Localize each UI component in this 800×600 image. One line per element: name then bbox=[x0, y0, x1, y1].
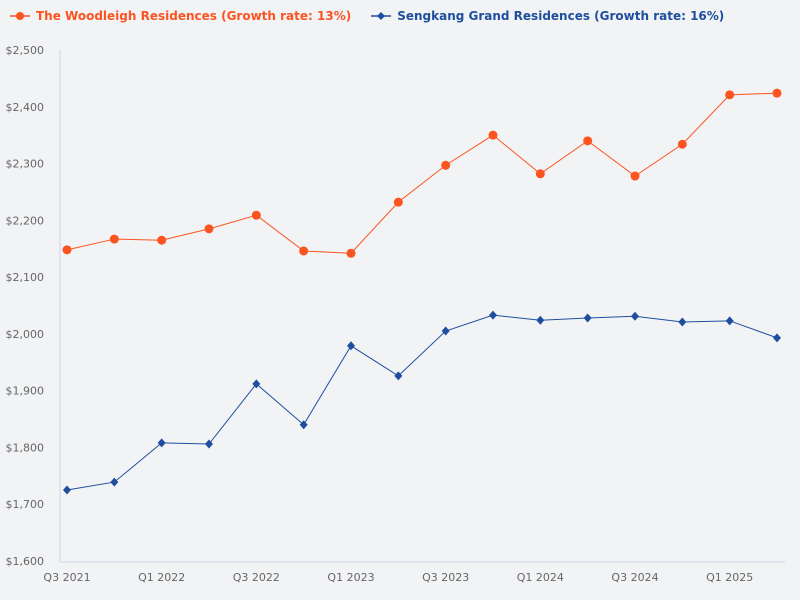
data-point bbox=[725, 90, 735, 100]
data-point bbox=[677, 139, 687, 149]
data-point bbox=[393, 197, 403, 207]
y-tick-label: $1,900 bbox=[6, 385, 45, 398]
data-point bbox=[772, 88, 782, 98]
data-point bbox=[536, 315, 545, 325]
x-tick-label: Q1 2025 bbox=[706, 571, 753, 584]
data-point bbox=[251, 210, 261, 220]
x-tick-label: Q1 2023 bbox=[327, 571, 374, 584]
y-tick-label: $1,600 bbox=[6, 555, 45, 568]
y-tick-label: $2,300 bbox=[6, 158, 45, 171]
y-tick-label: $2,000 bbox=[6, 328, 45, 341]
data-point bbox=[299, 420, 308, 430]
diamond-marker-icon bbox=[371, 12, 392, 20]
x-tick-label: Q1 2022 bbox=[138, 571, 185, 584]
x-tick-label: Q3 2022 bbox=[233, 571, 280, 584]
y-tick-label: $2,500 bbox=[6, 44, 45, 57]
data-point bbox=[63, 485, 71, 495]
x-tick-label: Q3 2024 bbox=[611, 571, 658, 584]
legend-label: Sengkang Grand Residences (Growth rate: … bbox=[397, 9, 725, 23]
data-point bbox=[299, 246, 309, 256]
data-point bbox=[678, 317, 687, 327]
legend-item-woodleigh[interactable]: The Woodleigh Residences (Growth rate: 1… bbox=[10, 9, 351, 23]
data-point bbox=[631, 311, 639, 321]
data-point bbox=[441, 326, 450, 336]
series-line-1 bbox=[66, 314, 778, 491]
data-point bbox=[535, 169, 545, 179]
data-point bbox=[441, 160, 451, 170]
circle-marker-icon bbox=[10, 12, 30, 20]
y-tick-label: $2,400 bbox=[6, 101, 45, 114]
data-point bbox=[205, 439, 213, 449]
data-point bbox=[157, 438, 166, 448]
y-tick-label: $1,700 bbox=[6, 498, 45, 511]
data-point bbox=[488, 130, 498, 140]
legend: The Woodleigh Residences (Growth rate: 1… bbox=[10, 9, 724, 23]
x-tick-label: Q3 2021 bbox=[43, 571, 90, 584]
data-point bbox=[347, 341, 355, 351]
data-point bbox=[773, 333, 781, 343]
y-tick-label: $2,100 bbox=[6, 271, 45, 284]
x-tick-label: Q1 2024 bbox=[517, 571, 564, 584]
data-point bbox=[252, 379, 261, 389]
x-tick-label: Q3 2023 bbox=[422, 571, 469, 584]
data-point bbox=[204, 224, 214, 234]
data-point bbox=[725, 316, 734, 326]
data-point bbox=[630, 171, 640, 181]
data-point bbox=[110, 477, 119, 487]
y-tick-label: $1,800 bbox=[6, 441, 45, 454]
data-point bbox=[489, 310, 497, 320]
data-point bbox=[62, 245, 72, 255]
legend-label: The Woodleigh Residences (Growth rate: 1… bbox=[36, 9, 352, 23]
series-line-0 bbox=[66, 92, 778, 254]
data-point bbox=[583, 313, 592, 323]
data-point bbox=[157, 235, 167, 245]
legend-item-sengkang[interactable]: Sengkang Grand Residences (Growth rate: … bbox=[371, 9, 724, 23]
y-tick-label: $2,200 bbox=[6, 214, 45, 227]
data-point bbox=[394, 371, 403, 381]
data-point bbox=[346, 248, 356, 258]
data-point bbox=[583, 136, 593, 146]
data-point bbox=[109, 234, 119, 244]
